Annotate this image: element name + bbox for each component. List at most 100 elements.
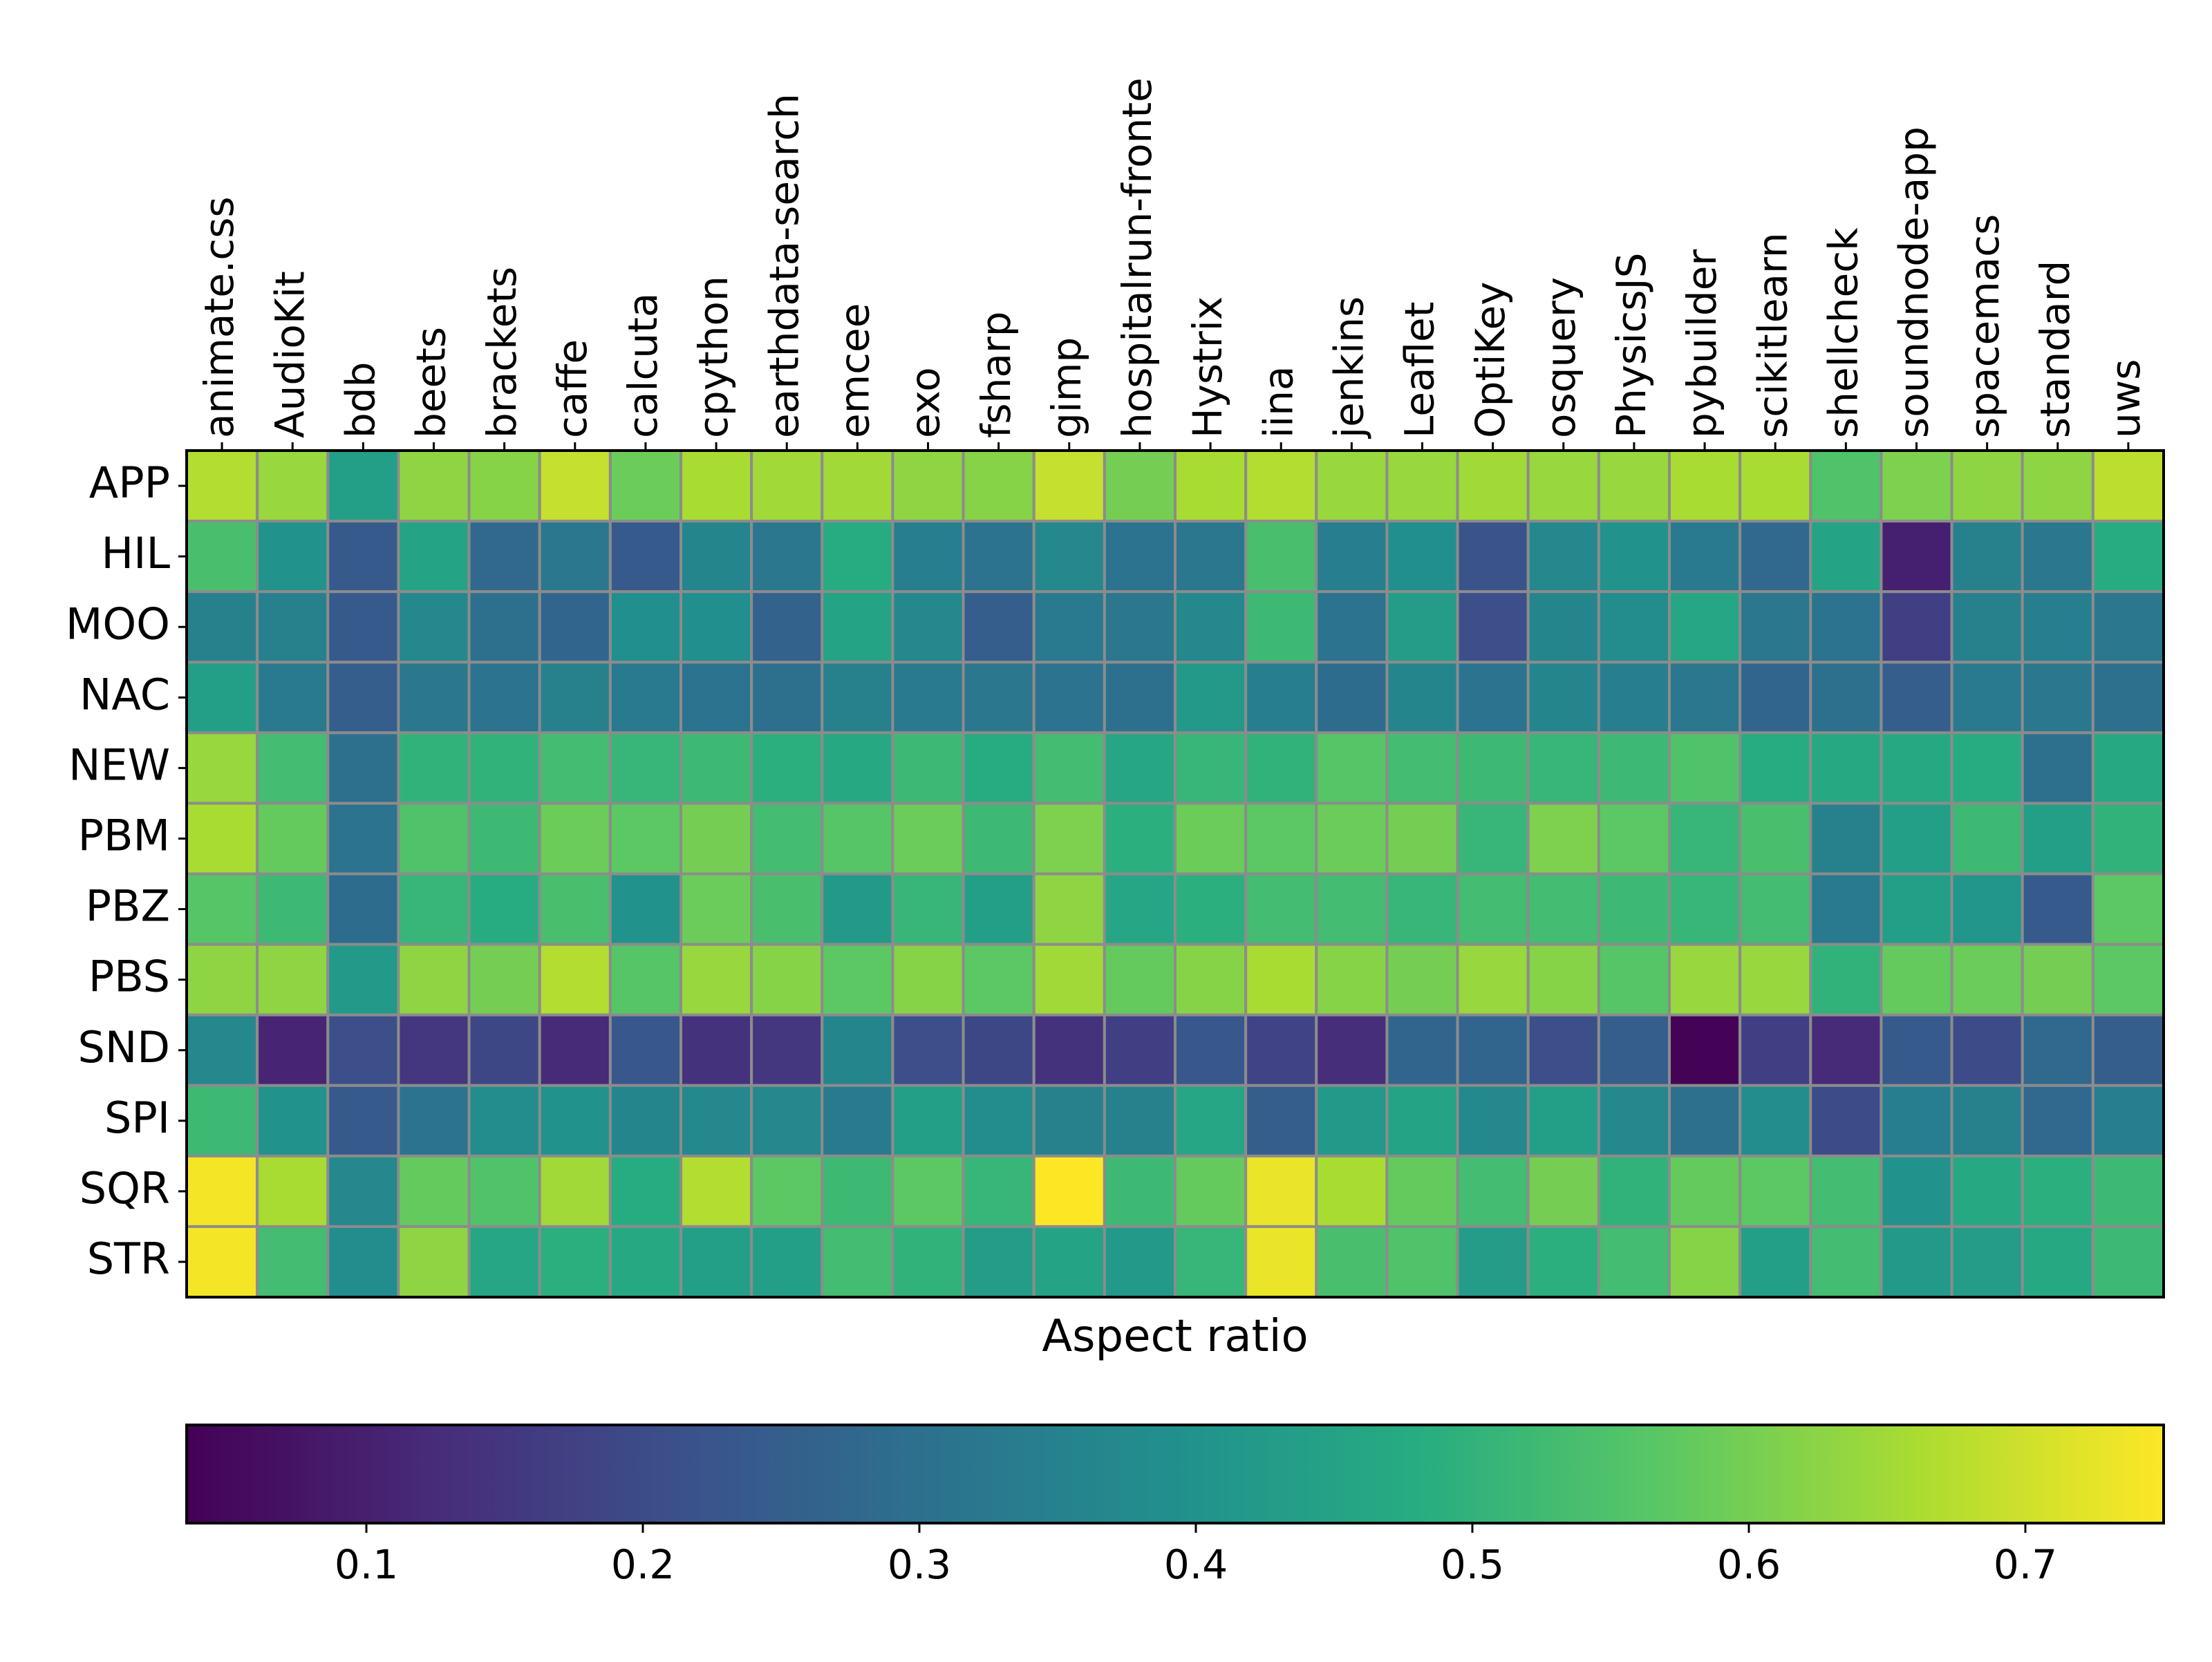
heatmap-cell — [679, 1084, 753, 1158]
heatmap-cell — [256, 449, 330, 523]
heatmap-cell — [2021, 661, 2094, 735]
heatmap-cell — [891, 802, 965, 876]
heatmap-cell — [326, 1013, 400, 1087]
row-label: STR — [87, 1234, 170, 1284]
heatmap-cell — [538, 449, 612, 523]
heatmap-cell — [1738, 449, 1812, 523]
heatmap-cell — [326, 943, 400, 1017]
heatmap-cell — [608, 1154, 682, 1228]
heatmap-cell — [1738, 1013, 1812, 1087]
column-label: beets — [408, 327, 455, 438]
column-label: scikitlearn — [1749, 232, 1796, 438]
heatmap-cell — [1526, 1225, 1600, 1299]
heatmap-cell — [1809, 731, 1883, 805]
heatmap-cell — [538, 1013, 612, 1087]
heatmap-cell — [2021, 520, 2094, 594]
heatmap-cell — [1174, 1084, 1248, 1158]
heatmap-cell — [1103, 661, 1177, 735]
column-label: uws — [2102, 359, 2149, 438]
heatmap-cell — [608, 1225, 682, 1299]
column-label: gimp — [1043, 337, 1090, 438]
heatmap-cell — [326, 1154, 400, 1228]
heatmap-cell — [2021, 1225, 2094, 1299]
heatmap-cell — [821, 1013, 894, 1087]
heatmap-cell — [1032, 449, 1106, 523]
heatmap-cell — [467, 590, 541, 664]
heatmap-cell — [962, 1084, 1035, 1158]
heatmap-cell — [1032, 590, 1106, 664]
heatmap-cell — [1315, 1154, 1389, 1228]
heatmap-cell — [256, 520, 330, 594]
heatmap-cell — [891, 520, 965, 594]
column-label: emcee — [831, 303, 878, 438]
heatmap-cell — [1880, 802, 1953, 876]
heatmap-cell — [185, 449, 259, 523]
heatmap-cell — [1526, 802, 1600, 876]
heatmap-cell — [326, 661, 400, 735]
heatmap-cell — [1597, 943, 1671, 1017]
heatmap-cell — [1456, 449, 1530, 523]
heatmap-cell — [1032, 661, 1106, 735]
heatmap-cell — [750, 661, 824, 735]
heatmap-cell — [2091, 1084, 2166, 1158]
column-label: jenkins — [1325, 296, 1372, 440]
heatmap-cell — [891, 1013, 965, 1087]
column-label: osquery — [1537, 277, 1584, 438]
heatmap-cell — [962, 661, 1035, 735]
heatmap-cell — [185, 590, 259, 664]
heatmap-cell — [1385, 1013, 1459, 1087]
heatmap-cell — [2091, 661, 2166, 735]
column-label: hospitalrun-fronte — [1114, 77, 1161, 438]
heatmap-cell — [397, 661, 471, 735]
row-label: SQR — [79, 1163, 170, 1214]
heatmap-cell — [1315, 943, 1389, 1017]
heatmap-cell — [467, 520, 541, 594]
heatmap-cell — [467, 1084, 541, 1158]
heatmap-cell — [1950, 1154, 2024, 1228]
heatmap-cell — [2091, 590, 2166, 664]
heatmap-cell — [1526, 872, 1600, 946]
heatmap-cell — [467, 802, 541, 876]
heatmap-cell — [1174, 590, 1248, 664]
heatmap-cell — [1315, 520, 1389, 594]
heatmap-cell — [679, 943, 753, 1017]
heatmap-cell — [608, 1013, 682, 1087]
heatmap-cell — [962, 449, 1035, 523]
heatmap-cell — [1456, 1225, 1530, 1299]
heatmap-cell — [891, 449, 965, 523]
heatmap-cell — [608, 731, 682, 805]
heatmap-cell — [1174, 802, 1248, 876]
heatmap-cell — [821, 661, 894, 735]
heatmap-cell — [1385, 661, 1459, 735]
heatmap-cell — [1597, 449, 1671, 523]
heatmap-cell — [326, 731, 400, 805]
column-label: soundnode-app — [1891, 126, 1938, 438]
heatmap-cell — [1668, 1013, 1742, 1087]
heatmap-cell — [1315, 449, 1389, 523]
heatmap-cell — [1032, 1013, 1106, 1087]
heatmap-cell — [608, 590, 682, 664]
heatmap-cell — [1738, 872, 1812, 946]
heatmap-cell — [750, 1154, 824, 1228]
heatmap-cell — [1668, 590, 1742, 664]
heatmap-cell — [467, 449, 541, 523]
heatmap-cell — [2021, 731, 2094, 805]
heatmap-cell — [1385, 1084, 1459, 1158]
heatmap-cell — [2091, 731, 2166, 805]
heatmap-cell — [608, 661, 682, 735]
heatmap-cell — [1668, 1154, 1742, 1228]
heatmap-cell — [1385, 1225, 1459, 1299]
heatmap-cell — [962, 943, 1035, 1017]
heatmap-cell — [1456, 1084, 1530, 1158]
heatmap-cell — [1880, 872, 1953, 946]
heatmap-cell — [962, 872, 1035, 946]
heatmap-cell — [750, 1013, 824, 1087]
heatmap-cell — [2021, 802, 2094, 876]
heatmap-cell — [397, 520, 471, 594]
heatmap-cell — [1526, 1013, 1600, 1087]
heatmap-cell — [750, 1225, 824, 1299]
heatmap-cell — [1032, 520, 1106, 594]
heatmap-cell — [1809, 449, 1883, 523]
heatmap-cell — [1738, 520, 1812, 594]
